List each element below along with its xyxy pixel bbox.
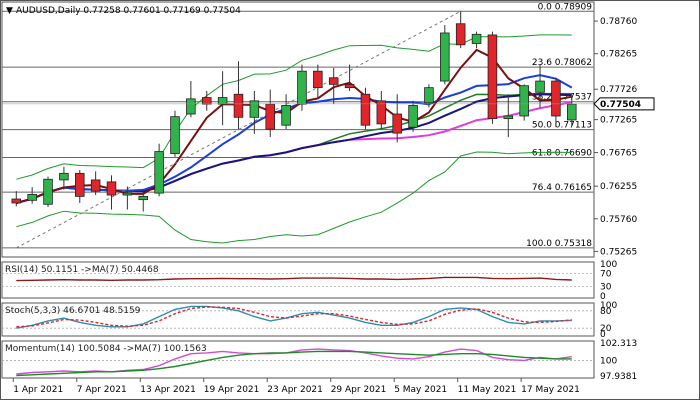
- candle-body: [11, 198, 22, 204]
- candle-body: [535, 80, 545, 93]
- candle-body: [138, 195, 149, 201]
- candle-body: [59, 172, 69, 181]
- y-tick-label: 0.78265: [600, 50, 637, 60]
- fib-label: 100.0 0.75318: [526, 239, 592, 249]
- momentum-series-line: [16, 350, 572, 377]
- candle-body: [265, 103, 275, 130]
- candle-body: [567, 103, 577, 121]
- candle-body: [170, 116, 180, 154]
- current-price-label: 0.77504: [600, 100, 641, 110]
- candle-body: [313, 70, 323, 89]
- candle-body: [376, 100, 387, 125]
- chart-header-triangle: ▼: [6, 6, 13, 16]
- fib-label: 50.0 0.77113: [532, 121, 592, 131]
- y-tick-label: 0.75760: [600, 215, 637, 225]
- x-tick-label: 29 Apr 2021: [331, 385, 387, 395]
- candle-body: [487, 34, 498, 120]
- candle-body: [360, 93, 371, 126]
- rsi-y-tick-label: 30: [600, 282, 612, 292]
- fib-label: 23.6 0.78062: [532, 58, 592, 68]
- x-tick-label: 23 Apr 2021: [267, 385, 323, 395]
- y-tick-label: 0.76765: [600, 149, 637, 159]
- candle-body: [297, 70, 307, 105]
- y-tick-label: 0.77265: [600, 116, 637, 126]
- y-tick-label: 0.75265: [600, 247, 637, 257]
- y-tick-label: 0.76255: [600, 182, 637, 192]
- stoch-y-tick-label: 0: [600, 330, 606, 340]
- candle-body: [27, 194, 37, 201]
- stoch-indicator-label: Stoch(5,3,3) 46.6701 48.5159: [5, 306, 141, 316]
- rsi-series-line: [16, 276, 572, 282]
- panel-sto: [1, 302, 595, 337]
- x-tick-label: 11 May 2021: [458, 385, 517, 395]
- x-tick-label: 17 May 2021: [521, 385, 580, 395]
- candle-body: [122, 192, 133, 196]
- momentum-y-tick-label: 100: [600, 356, 617, 366]
- momentum-y-tick-label: 97.9381: [600, 372, 637, 382]
- x-tick-label: 5 May 2021: [394, 385, 447, 395]
- stoch-series-line: [16, 305, 572, 329]
- stoch-y-tick-label: 80: [600, 307, 612, 317]
- candle-body: [471, 33, 482, 44]
- candle-body: [249, 100, 260, 118]
- candle-body: [503, 115, 514, 120]
- candle-body: [328, 77, 339, 85]
- stoch-y-tick-label: 100: [600, 301, 617, 311]
- stoch-y-tick-label: 20: [600, 324, 612, 334]
- candle-body: [217, 97, 228, 105]
- y-tick-label: 0.77726: [600, 85, 637, 95]
- bollinger-lower-line: [16, 151, 572, 244]
- chart-header: AUDUSD,Daily 0.77258 0.77601 0.77169 0.7…: [16, 6, 241, 16]
- candle-body: [281, 105, 291, 126]
- candle-body: [75, 172, 85, 197]
- candle-body: [186, 98, 196, 115]
- stoch-series-line: [16, 306, 572, 328]
- candle-body: [201, 97, 212, 105]
- candle-body: [106, 181, 117, 196]
- candle-body: [90, 179, 101, 192]
- x-tick-label: 13 Apr 2021: [140, 385, 196, 395]
- candle-body: [154, 151, 164, 194]
- candle-body: [43, 178, 53, 205]
- candle-body: [233, 93, 244, 118]
- y-tick-label: 0.78760: [600, 17, 637, 27]
- rsi-y-tick-label: 100: [600, 260, 617, 270]
- rsi-y-tick-label: 70: [600, 270, 612, 280]
- x-tick-label: 19 Apr 2021: [204, 385, 260, 395]
- current-price-tag: [593, 97, 655, 111]
- fib-label: 61.8 0.76690: [532, 149, 592, 159]
- momentum-y-tick-label: 102.313: [600, 339, 637, 349]
- momentum-indicator-label: Momentum(14) 100.5084 ->MA(7) 100.1563: [5, 344, 207, 354]
- candle-body: [392, 113, 402, 134]
- candle-body: [455, 23, 466, 46]
- rsi-indicator-label: RSI(14) 50.1151 ->MA(7) 50.4468: [5, 265, 159, 275]
- candle-body: [440, 32, 450, 82]
- candle-body: [424, 87, 434, 104]
- candle-body: [551, 80, 561, 117]
- x-tick-label: 1 Apr 2021: [13, 385, 63, 395]
- candle-body: [519, 85, 529, 117]
- candle-body: [344, 83, 355, 89]
- rsi-y-tick-label: 0: [600, 292, 606, 302]
- x-tick-label: 7 Apr 2021: [77, 385, 127, 395]
- fib-label: 0.0 0.78909: [538, 2, 593, 12]
- candle-body: [408, 105, 418, 128]
- fib-label: 76.4 0.76165: [532, 183, 592, 193]
